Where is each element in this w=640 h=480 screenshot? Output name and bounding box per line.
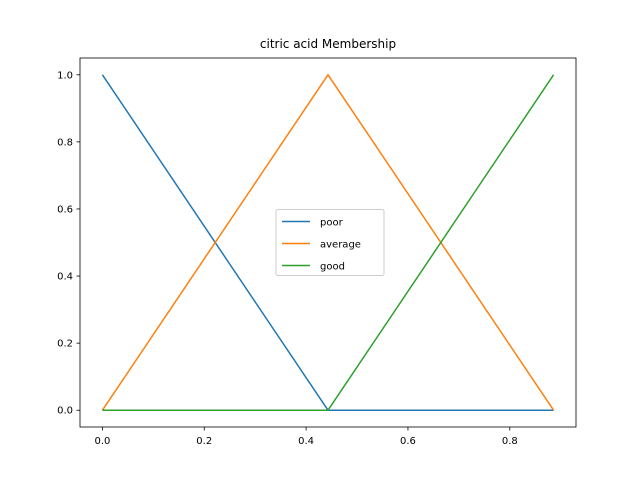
y-tick-label: 0.4: [57, 272, 73, 283]
y-tick-label: 0.2: [57, 339, 73, 350]
y-tick-label: 0.0: [57, 406, 73, 417]
x-tick-label: 0.0: [94, 436, 110, 447]
series-layer: [101, 74, 555, 411]
legend-label-good: good: [320, 262, 345, 273]
x-tick-label: 0.4: [298, 436, 314, 447]
y-axis: 0.0 0.2 0.4 0.6 0.8 1.0: [57, 70, 80, 417]
series-line-good: [102, 74, 555, 411]
series-line-average: [101, 74, 555, 411]
x-tick-label: 0.2: [196, 436, 212, 447]
legend-box: [275, 209, 385, 276]
legend: poor average good: [275, 209, 385, 276]
x-tick-label: 0.8: [502, 436, 518, 447]
plot-frame: [79, 57, 577, 428]
y-tick-label: 0.8: [57, 137, 73, 148]
legend-label-average: average: [320, 240, 361, 251]
y-tick-label: 0.6: [57, 204, 73, 215]
y-tick-label: 1.0: [57, 70, 73, 81]
chart-title: citric acid Membership: [260, 37, 396, 51]
x-tick-label: 0.6: [400, 436, 416, 447]
x-axis: 0.0 0.2 0.4 0.6 0.8: [94, 427, 518, 447]
legend-label-poor: poor: [320, 218, 344, 229]
